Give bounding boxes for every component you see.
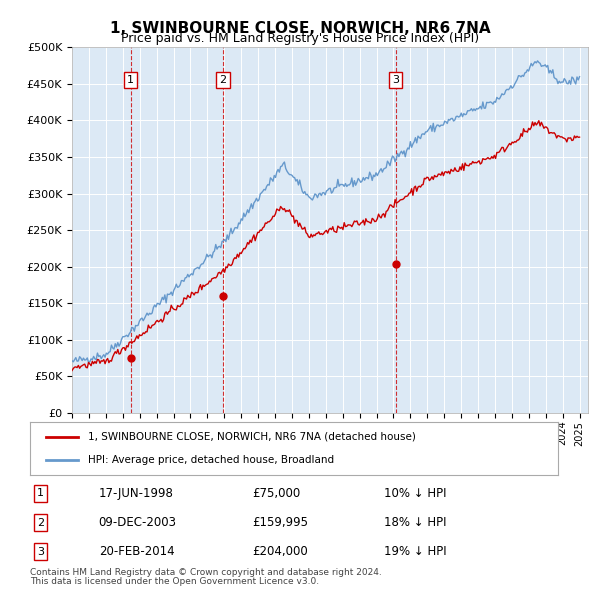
Text: 1, SWINBOURNE CLOSE, NORWICH, NR6 7NA: 1, SWINBOURNE CLOSE, NORWICH, NR6 7NA <box>110 21 490 35</box>
Text: 20-FEB-2014: 20-FEB-2014 <box>98 545 174 558</box>
Text: 09-DEC-2003: 09-DEC-2003 <box>98 516 176 529</box>
Text: 2: 2 <box>37 517 44 527</box>
Text: This data is licensed under the Open Government Licence v3.0.: This data is licensed under the Open Gov… <box>30 577 319 586</box>
Text: Price paid vs. HM Land Registry's House Price Index (HPI): Price paid vs. HM Land Registry's House … <box>121 32 479 45</box>
Text: 18% ↓ HPI: 18% ↓ HPI <box>384 516 446 529</box>
Text: £159,995: £159,995 <box>252 516 308 529</box>
Text: 3: 3 <box>392 75 399 85</box>
Text: 1, SWINBOURNE CLOSE, NORWICH, NR6 7NA (detached house): 1, SWINBOURNE CLOSE, NORWICH, NR6 7NA (d… <box>88 432 416 442</box>
Text: £204,000: £204,000 <box>252 545 308 558</box>
Text: HPI: Average price, detached house, Broadland: HPI: Average price, detached house, Broa… <box>88 455 334 465</box>
Text: 17-JUN-1998: 17-JUN-1998 <box>98 487 173 500</box>
Text: 3: 3 <box>37 547 44 557</box>
Text: 1: 1 <box>127 75 134 85</box>
Text: 19% ↓ HPI: 19% ↓ HPI <box>384 545 446 558</box>
Text: 1: 1 <box>37 489 44 498</box>
Text: 2: 2 <box>220 75 227 85</box>
Text: 10% ↓ HPI: 10% ↓ HPI <box>384 487 446 500</box>
Text: Contains HM Land Registry data © Crown copyright and database right 2024.: Contains HM Land Registry data © Crown c… <box>30 568 382 577</box>
Text: £75,000: £75,000 <box>252 487 300 500</box>
